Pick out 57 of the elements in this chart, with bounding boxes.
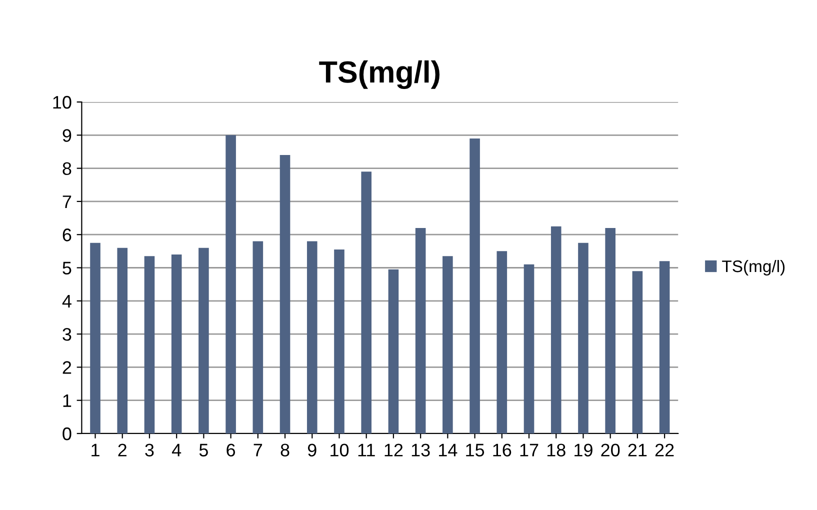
- x-tick-label: 13: [412, 444, 430, 456]
- bar: [361, 172, 372, 434]
- bar: [470, 138, 480, 434]
- x-tick-label: 2: [118, 444, 126, 456]
- x-tick-label: 5: [199, 444, 208, 456]
- bar: [252, 241, 264, 434]
- x-tick-label: 20: [601, 444, 620, 456]
- bar: [550, 226, 562, 434]
- x-tick-label: 12: [384, 444, 403, 456]
- x-tick-label: 18: [547, 444, 566, 456]
- x-tick-label: 8: [280, 444, 290, 456]
- x-tick-label: 17: [520, 444, 538, 456]
- x-tick-label: 22: [655, 444, 674, 456]
- legend-label: TS(mg/l): [722, 260, 785, 276]
- x-tick-label: 3: [145, 444, 154, 456]
- bar: [578, 242, 588, 434]
- y-tick-label: 6: [62, 228, 72, 242]
- x-tick-label: 10: [330, 444, 349, 456]
- y-tick-label: 10: [53, 96, 72, 109]
- y-tick-label: 1: [63, 394, 72, 407]
- x-tick-label: 21: [628, 444, 647, 456]
- bar: [198, 248, 209, 434]
- bar: [605, 228, 616, 434]
- y-tick-label: 9: [62, 129, 72, 142]
- bar: [415, 228, 426, 434]
- y-tick-label: 0: [62, 427, 72, 440]
- x-tick-label: 16: [493, 444, 512, 456]
- bar: [117, 248, 128, 434]
- bar: [334, 250, 344, 434]
- bar: [280, 155, 290, 434]
- bar: [632, 271, 643, 434]
- y-tick-label: 4: [62, 295, 72, 308]
- y-tick-label: 8: [62, 162, 72, 176]
- bar: [144, 256, 155, 434]
- chart-title: TS(mg/l): [319, 60, 440, 90]
- y-tick-label: 2: [62, 361, 72, 374]
- x-tick-label: 9: [308, 444, 316, 456]
- bar: [442, 256, 453, 434]
- y-tick-label: 3: [62, 328, 72, 341]
- x-tick-label: 14: [439, 444, 458, 456]
- bar: [90, 242, 100, 434]
- bar: [171, 254, 182, 434]
- bar: [659, 261, 670, 434]
- bar: [496, 251, 508, 434]
- bar: [388, 269, 399, 434]
- x-tick-label: 1: [92, 444, 100, 456]
- x-tick-label: 7: [254, 444, 262, 456]
- x-tick-label: 19: [574, 444, 592, 456]
- x-tick-label: 15: [466, 444, 484, 456]
- y-tick-label: 5: [62, 262, 72, 274]
- x-tick-label: 4: [172, 444, 182, 456]
- y-tick-label: 7: [62, 196, 72, 208]
- bar: [524, 264, 534, 434]
- x-tick-label: 6: [226, 444, 236, 456]
- bar: [306, 241, 318, 434]
- bar: [226, 135, 236, 434]
- x-tick-label: 11: [358, 444, 375, 456]
